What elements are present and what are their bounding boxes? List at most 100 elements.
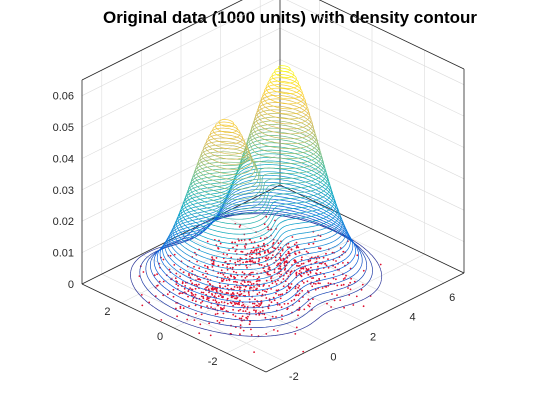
data-point [298, 272, 301, 275]
data-point [353, 280, 356, 283]
data-point [208, 283, 211, 285]
data-point [336, 294, 338, 296]
data-point [297, 246, 300, 249]
data-point [252, 271, 254, 274]
data-point [339, 247, 342, 249]
data-point [234, 264, 237, 267]
data-point [210, 306, 213, 308]
data-point [302, 262, 305, 265]
data-point [249, 281, 252, 283]
data-point [237, 302, 240, 304]
data-point [233, 286, 236, 288]
floor-grid-y [173, 228, 373, 329]
data-point [248, 298, 251, 301]
data-point [215, 301, 218, 303]
data-point [295, 274, 298, 277]
data-point [190, 288, 193, 291]
data-point [281, 314, 283, 317]
data-point [275, 283, 278, 285]
wall-grid-z [279, 121, 465, 211]
data-point [226, 253, 229, 256]
data-point [250, 283, 253, 286]
data-point [226, 276, 229, 279]
data-point [345, 274, 347, 277]
data-point [239, 224, 242, 227]
data-point [153, 274, 156, 277]
data-point [246, 306, 249, 308]
data-point [229, 267, 232, 269]
data-point [238, 288, 241, 290]
data-point [300, 271, 303, 274]
data-point [314, 288, 317, 291]
data-point [249, 287, 251, 290]
data-point [259, 253, 262, 256]
data-point [231, 292, 234, 295]
data-point [306, 280, 309, 283]
data-point [228, 249, 230, 252]
data-point [263, 283, 265, 286]
data-point [267, 268, 270, 270]
data-point [275, 316, 277, 318]
data-point [317, 265, 319, 268]
data-point [222, 319, 225, 322]
data-point [294, 287, 297, 290]
data-point [239, 324, 242, 327]
data-point [327, 266, 330, 269]
data-point [317, 282, 320, 285]
data-point [311, 277, 313, 279]
data-point [206, 296, 209, 298]
data-point [324, 275, 326, 278]
data-point [194, 293, 197, 296]
data-point [277, 279, 279, 282]
data-point [238, 317, 241, 320]
data-point [236, 244, 239, 247]
z-tick-label: 0.03 [53, 185, 74, 197]
data-point [268, 266, 271, 269]
data-point [206, 305, 209, 307]
data-point [298, 292, 301, 295]
data-point [281, 318, 283, 320]
data-point [188, 305, 190, 307]
data-point [282, 278, 285, 280]
data-point [243, 272, 246, 275]
data-point [253, 251, 255, 254]
data-point [298, 300, 301, 303]
data-point [234, 297, 236, 300]
data-point [349, 288, 352, 291]
data-point [300, 263, 303, 265]
data-point [301, 289, 304, 292]
data-point [258, 279, 261, 282]
data-point [297, 294, 300, 297]
data-point [297, 265, 300, 267]
data-point [307, 298, 310, 301]
data-point [202, 273, 204, 276]
data-point [235, 302, 238, 305]
data-point [202, 295, 205, 298]
data-point [269, 319, 272, 321]
data-point [219, 285, 221, 287]
data-point [325, 264, 328, 267]
data-point [271, 254, 274, 256]
data-point [248, 294, 251, 296]
wall-grid-z [81, 0, 275, 96]
data-point [264, 316, 267, 319]
data-point [259, 304, 262, 306]
data-point [275, 289, 278, 292]
data-point [231, 266, 234, 269]
data-point [283, 303, 286, 305]
data-point [356, 254, 359, 257]
data-point [287, 252, 290, 255]
data-point [298, 264, 301, 267]
z-tick-label: 0 [68, 279, 74, 291]
data-point [294, 261, 296, 264]
data-point [335, 278, 337, 281]
data-point [240, 239, 243, 242]
data-point [214, 299, 217, 302]
data-point [201, 300, 204, 303]
data-point [242, 329, 245, 332]
data-point [280, 306, 283, 309]
data-point [355, 295, 358, 298]
data-point [238, 293, 241, 296]
data-point [320, 262, 323, 265]
data-point [287, 302, 289, 305]
